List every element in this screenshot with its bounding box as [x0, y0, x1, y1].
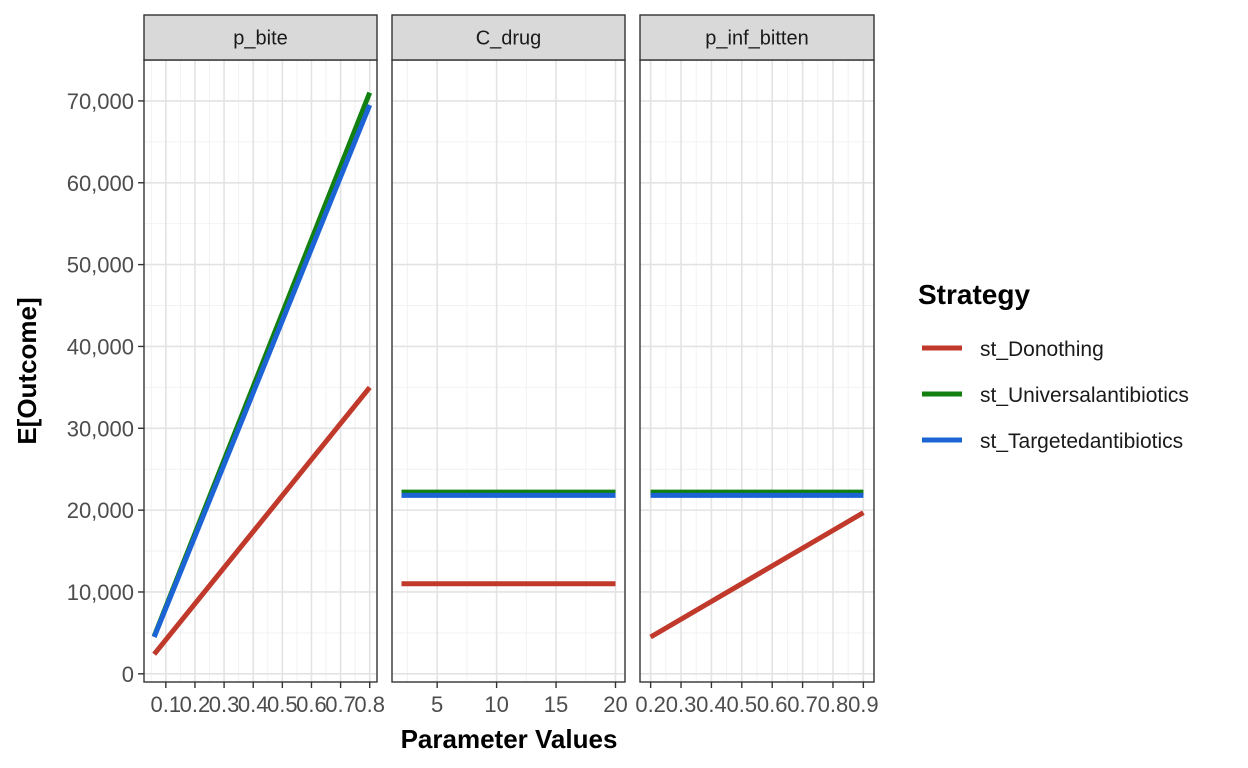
legend-title: Strategy [918, 279, 1030, 310]
gridlines [144, 60, 377, 682]
series-line-st-targetedantibiotics [151, 104, 373, 638]
y-tick-label: 50,000 [67, 253, 134, 278]
x-tick-label: 0.4 [238, 692, 269, 717]
x-tick-label: 0.7 [325, 692, 356, 717]
panel-background [392, 60, 625, 682]
x-tick-label: 0.6 [296, 692, 327, 717]
y-tick-label: 30,000 [67, 416, 134, 441]
x-tick-label: 0.2 [180, 692, 211, 717]
y-axis-title: E[Outcome] [12, 297, 42, 444]
x-tick-label: 0.9 [848, 692, 879, 717]
x-axis-ticks: 0.2 0.3 0.4 0.5 0.6 0.7 0.8 0.9 [635, 682, 879, 717]
x-tick-label: 0.8 [818, 692, 849, 717]
facet-strip: C_drug [391, 14, 626, 61]
x-tick-label: 10 [484, 692, 508, 717]
x-tick-label: 20 [603, 692, 627, 717]
x-tick-label: 0.3 [666, 692, 697, 717]
y-tick-label: 10,000 [67, 580, 134, 605]
x-tick-label: 15 [544, 692, 568, 717]
facet-strip-background [391, 14, 626, 61]
facet-strip-background [639, 14, 875, 61]
x-tick-label: 5 [431, 692, 443, 717]
y-tick-label: 40,000 [67, 334, 134, 359]
legend: Strategy st_Donothing st_Universalantibio… [918, 279, 1189, 453]
x-tick-label: 0.1 [151, 692, 182, 717]
facet-strip-label: p_bite [233, 28, 288, 50]
x-tick-label: 0.2 [635, 692, 666, 717]
facet-strip: p_bite [143, 14, 378, 61]
series-line-st-donothing [649, 510, 865, 640]
y-tick-label: 70,000 [67, 89, 134, 114]
facet-strip-label: p_inf_bitten [705, 28, 808, 50]
panel-p-inf-bitten: p_inf_bitten 0.2 0.3 0.4 0.5 0.6 0.7 0.8 0.9 [635, 14, 879, 717]
x-tick-label: 0.4 [696, 692, 727, 717]
y-tick-label: 60,000 [67, 171, 134, 196]
x-tick-label: 0.7 [787, 692, 818, 717]
panel-p-bite: p_bite 0.10.20.30.40.50.60.70.8 [143, 14, 385, 717]
legend-label-st-donothing: st_Donothing [980, 338, 1104, 361]
series-line-st-donothing [152, 385, 372, 656]
gridlines [392, 60, 625, 682]
facet-strip-background [143, 14, 378, 61]
x-tick-label: 0.8 [354, 692, 385, 717]
legend-label-st-targetedantibiotics: st_Targetedantibiotics [980, 430, 1183, 453]
x-axis-ticks: 0.10.20.30.40.50.60.70.8 [151, 682, 385, 717]
y-tick-label: 0 [122, 662, 134, 687]
legend-label-st-universalantibiotics: st_Universalantibiotics [980, 384, 1189, 407]
x-tick-label: 0.3 [209, 692, 240, 717]
panel-c-drug: C_drug 5 10 15 20 [391, 14, 628, 717]
gridlines [640, 60, 874, 682]
y-axis: 0 10,000 20,000 30,000 40,000 50,000 60,000 70,… [67, 89, 144, 687]
x-tick-label: 0.5 [727, 692, 758, 717]
x-tick-label: 0.5 [267, 692, 298, 717]
x-axis-ticks: 5 10 15 20 [431, 682, 628, 717]
facet-strip-label: C_drug [476, 28, 542, 50]
facet-strip: p_inf_bitten [639, 14, 875, 61]
x-tick-label: 0.6 [757, 692, 788, 717]
x-axis-title: Parameter Values [401, 724, 618, 754]
y-tick-label: 20,000 [67, 498, 134, 523]
